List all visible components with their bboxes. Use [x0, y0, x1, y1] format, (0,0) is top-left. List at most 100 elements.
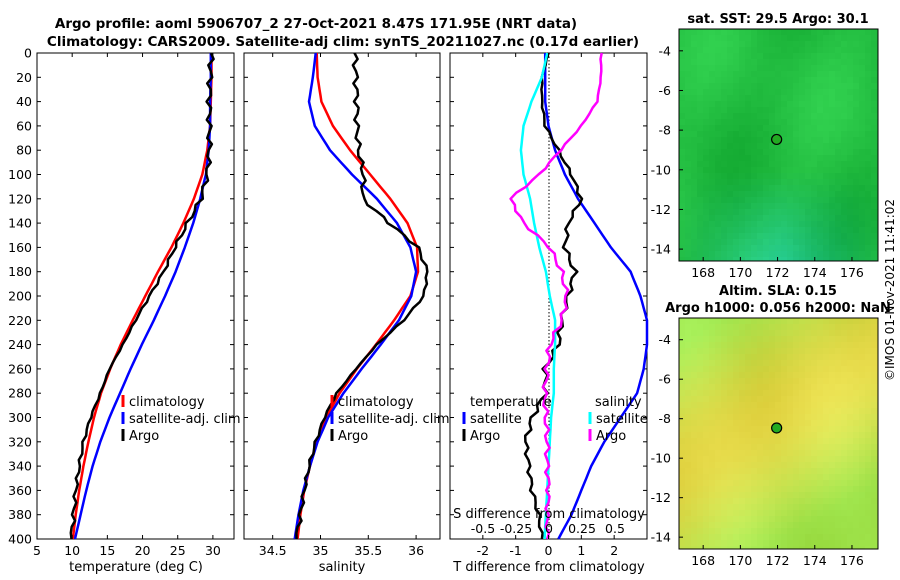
map-cell [805, 107, 812, 114]
map-cell [871, 408, 878, 415]
map-cell [835, 318, 842, 325]
map-cell [847, 486, 854, 493]
map-cell [799, 167, 806, 174]
map-cell [811, 173, 818, 180]
map-cell [781, 77, 788, 84]
map-cell [811, 510, 818, 517]
map-cell [865, 203, 872, 210]
map-cell [859, 137, 866, 144]
map-cell [703, 47, 710, 54]
map-cell [805, 131, 812, 138]
map-cell [859, 233, 866, 240]
map-cell [871, 179, 878, 186]
map-cell [817, 65, 824, 72]
map-cell [781, 239, 788, 246]
map-cell [847, 366, 854, 373]
map-cell [721, 113, 728, 120]
map-cell [847, 546, 854, 549]
map-cell [835, 245, 842, 252]
map-cell [751, 227, 758, 234]
map-cell [781, 221, 788, 228]
map-cell [871, 233, 878, 240]
map-cell [769, 53, 776, 60]
map-cell [679, 504, 686, 511]
map-cell [805, 498, 812, 505]
map-cell [679, 113, 686, 120]
map-cell [745, 450, 752, 457]
series-line-argo [69, 52, 215, 540]
map-cell [871, 546, 878, 549]
map-cell [859, 450, 866, 457]
map-cell [793, 59, 800, 66]
map-cell [847, 89, 854, 96]
map-x-tick-label: 174 [803, 265, 827, 280]
map-cell [793, 522, 800, 529]
map-cell [679, 191, 686, 198]
map-cell [853, 125, 860, 132]
map-cell [787, 480, 794, 487]
map-cell [721, 384, 728, 391]
map-cell [841, 143, 848, 150]
map-cell [739, 95, 746, 102]
map-cell [721, 414, 728, 421]
map-cell [805, 179, 812, 186]
map-cell [691, 498, 698, 505]
map-cell [727, 191, 734, 198]
map-cell [787, 492, 794, 499]
map-cell [829, 221, 836, 228]
map-cell [793, 474, 800, 481]
map-cell [691, 336, 698, 343]
map-cell [745, 444, 752, 451]
map-cell [757, 360, 764, 367]
map-cell [853, 516, 860, 523]
map-cell [715, 378, 722, 385]
map-cell [709, 390, 716, 397]
map-cell [691, 546, 698, 549]
map-cell [859, 528, 866, 535]
map-cell [739, 167, 746, 174]
map-cell [835, 360, 842, 367]
map-cell [799, 516, 806, 523]
map-y-tick-label: -6 [659, 372, 672, 387]
map-cell [709, 233, 716, 240]
map-cell [811, 221, 818, 228]
map-cell [793, 203, 800, 210]
map-cell [745, 41, 752, 48]
map-cell [685, 432, 692, 439]
map-cell [721, 390, 728, 397]
map-cell [859, 227, 866, 234]
map-cell [817, 131, 824, 138]
map-cell [763, 390, 770, 397]
map-cell [721, 251, 728, 258]
map-cell [703, 167, 710, 174]
map-cell [817, 546, 824, 549]
map-cell [829, 143, 836, 150]
map-cell [781, 59, 788, 66]
map-cell [787, 245, 794, 252]
map-cell [763, 179, 770, 186]
map-cell [679, 245, 686, 252]
map-cell [697, 354, 704, 361]
map-cell [757, 221, 764, 228]
map-cell [847, 360, 854, 367]
map-cell [757, 330, 764, 337]
map-cell [799, 77, 806, 84]
map-cell [727, 155, 734, 162]
map-cell [775, 450, 782, 457]
map-cell [733, 534, 740, 541]
map-cell [691, 167, 698, 174]
map-cell [817, 215, 824, 222]
map-cell [817, 510, 824, 517]
map-cell [835, 516, 842, 523]
map-cell [817, 522, 824, 529]
map-cell [799, 179, 806, 186]
map-cell [703, 462, 710, 469]
series-line-temperature-argo [523, 52, 584, 540]
map-cell [859, 209, 866, 216]
map-cell [775, 209, 782, 216]
map-cell [763, 492, 770, 499]
legend-label-climatology: climatology [338, 395, 414, 410]
map-cell [841, 167, 848, 174]
map-cell [859, 203, 866, 210]
map-cell [805, 420, 812, 427]
